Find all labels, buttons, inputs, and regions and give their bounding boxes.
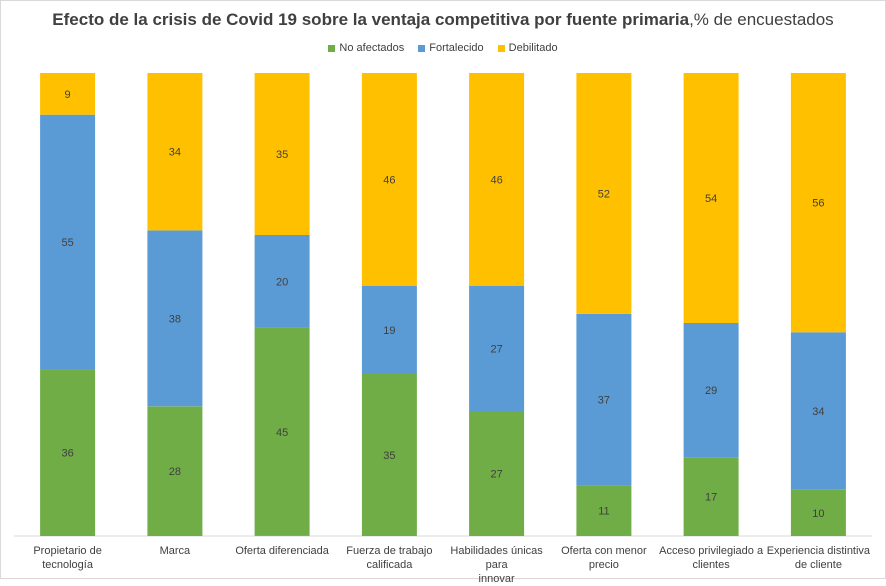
x-tick-label: Fuerza de trabajo calificada: [334, 544, 444, 572]
chart-title-rest: ,% de encuestados: [689, 10, 834, 29]
legend-swatch-fortalecido: [418, 44, 426, 52]
data-label: 9: [65, 89, 71, 101]
x-tick-label-line: Propietario de: [33, 545, 102, 557]
data-label: 46: [383, 175, 395, 187]
x-tick-label: Experiencia distintiva de cliente: [763, 544, 873, 572]
legend-item-debilitado: Debilitado: [497, 42, 558, 54]
chart-title-bold: Efecto de la crisis de Covid 19 sobre la…: [52, 10, 690, 29]
data-label: 38: [169, 313, 181, 325]
legend-label-fortalecido: Fortalecido: [429, 42, 484, 54]
data-label: 20: [276, 276, 288, 288]
x-tick-label: Oferta con menor precio: [549, 544, 659, 572]
x-tick-label: Oferta diferenciada: [227, 544, 337, 558]
data-label: 27: [490, 344, 502, 356]
bar-segment: [683, 323, 739, 458]
x-tick-label-line: Oferta diferenciada: [235, 545, 329, 557]
bar-segment: [254, 235, 310, 328]
x-tick-label-line: Habilidades únicas para: [450, 545, 543, 571]
x-tick-label: Acceso privilegiado a clientes: [656, 544, 766, 572]
bar-segment: [147, 406, 203, 536]
bar-segment: [683, 73, 739, 323]
legend-item-no-afectados: No afectados: [328, 42, 404, 54]
data-label: 35: [383, 450, 395, 462]
legend-label-debilitado: Debilitado: [508, 42, 558, 54]
bar-segment: [361, 374, 417, 536]
bar-segment: [40, 114, 96, 370]
x-tick-label: Marca: [120, 544, 230, 558]
bar-segment: [40, 369, 96, 536]
x-tick-label: Propietario de tecnología: [13, 544, 123, 572]
legend-label-no-afectados: No afectados: [339, 42, 405, 54]
legend-swatch-no-afectados: [328, 44, 336, 52]
x-tick-label-line: Acceso privilegiado a: [659, 545, 764, 557]
bar-segment: [361, 73, 417, 286]
bar-segment: [790, 489, 846, 536]
x-tick-label-line: de cliente: [794, 559, 842, 571]
x-tick-label-line: clientes: [692, 559, 730, 571]
x-tick-label-line: Oferta con menor: [561, 545, 647, 557]
data-label: 27: [490, 469, 502, 481]
data-label: 17: [705, 492, 717, 504]
x-tick-label-line: innovar: [478, 573, 515, 585]
data-label: 46: [490, 175, 502, 187]
data-label: 34: [169, 147, 181, 159]
data-label: 37: [598, 394, 610, 406]
bar-segment: [469, 411, 525, 536]
bar-segment: [790, 73, 846, 333]
legend-swatch-debilitado: [497, 44, 505, 52]
bar-segment: [576, 73, 632, 314]
bar-segment: [147, 230, 203, 407]
data-label: 19: [383, 325, 395, 337]
data-label: 11: [598, 506, 609, 518]
x-tick-label-line: Marca: [159, 545, 191, 557]
bar-segment: [40, 73, 96, 115]
bar-segment: [147, 73, 203, 231]
data-label: 55: [61, 237, 73, 249]
bar-segment: [790, 332, 846, 490]
data-label: 29: [705, 385, 717, 397]
bar-segment: [576, 485, 632, 536]
bar-segment: [254, 327, 310, 536]
data-label: 45: [276, 427, 288, 439]
data-label: 36: [61, 448, 73, 460]
bar-segment: [254, 73, 310, 235]
x-tick-label-line: Fuerza de trabajo: [346, 545, 433, 557]
data-label: 34: [812, 406, 824, 418]
bar-segment: [469, 286, 525, 411]
bar-segment: [469, 73, 525, 286]
bar-segment: [361, 286, 417, 374]
bar-segment: [683, 457, 739, 536]
chart-legend: No afectados Fortalecido Debilitado: [0, 42, 886, 54]
legend-item-fortalecido: Fortalecido: [418, 42, 484, 54]
bar-segment: [576, 313, 632, 486]
data-label: 52: [598, 188, 610, 200]
x-tick-label-line: tecnología: [42, 559, 93, 571]
x-tick-label-line: precio: [588, 559, 619, 571]
data-label: 28: [169, 466, 181, 478]
x-tick-label-line: Experiencia distintiva: [766, 545, 871, 557]
x-tick-label-line: calificada: [366, 559, 413, 571]
chart-title: Efecto de la crisis de Covid 19 sobre la…: [0, 10, 886, 30]
x-tick-label: Habilidades únicas para innovar: [442, 544, 552, 586]
data-label: 54: [705, 193, 717, 205]
data-label: 56: [812, 198, 824, 210]
data-label: 10: [812, 508, 824, 520]
data-label: 35: [276, 149, 288, 161]
